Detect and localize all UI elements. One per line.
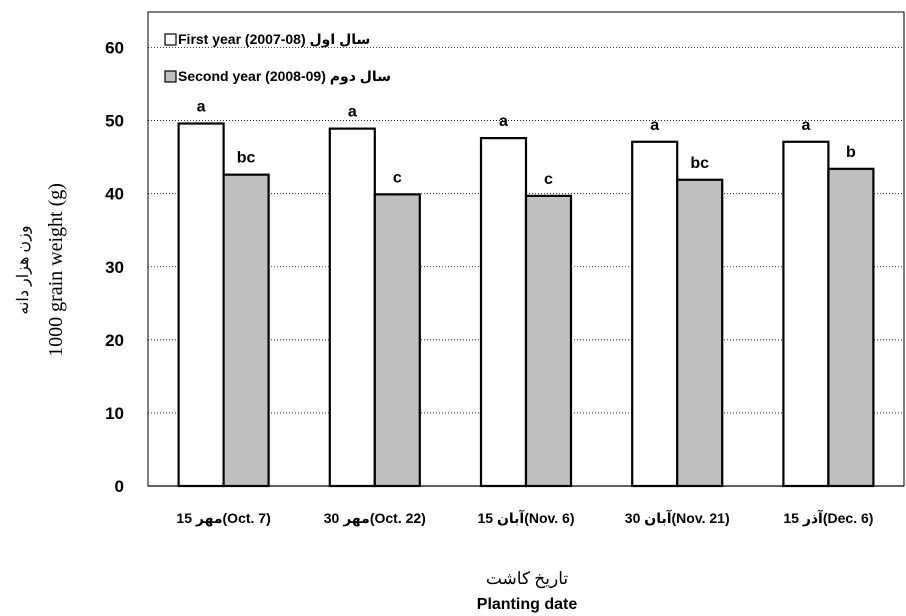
bar-second-year	[676, 178, 724, 488]
x-tick-label: 15 آذر(Dec. 6)	[783, 509, 873, 526]
bar-first-year	[177, 122, 225, 488]
bar-second-year	[524, 194, 573, 488]
x-tick-labels: 15 مهر(Oct. 7) 30 مهر(Oct. 22) 15 آبان(Nov…	[176, 509, 873, 527]
bars	[177, 122, 875, 488]
y-tick-labels: 0 10 20 30 40 50 60	[105, 39, 124, 497]
significance-letter: bc	[690, 155, 709, 172]
significance-letter: bc	[237, 150, 256, 167]
plot-frame	[147, 11, 905, 487]
x-tick-label: 30 آبان(Nov. 21)	[625, 509, 730, 526]
legend-label-first-year: First year (2007-08) سال اول	[178, 31, 370, 48]
bar-second-year	[373, 193, 421, 488]
y-tick-label: 20	[105, 331, 124, 350]
x-tick-label: 15 مهر(Oct. 7)	[176, 510, 270, 527]
bar-first-year	[782, 140, 830, 488]
legend-swatch-second-year	[164, 70, 177, 83]
significance-letter: a	[499, 113, 508, 130]
y-tick-label: 50	[105, 112, 124, 131]
x-tick-label: 30 مهر(Oct. 22)	[324, 510, 426, 527]
x-axis-label: Planting date	[477, 596, 578, 613]
bar-first-year	[328, 127, 376, 488]
x-axis-label-persian: تاریخ کاشت	[486, 569, 569, 589]
legend: First year (2007-08) سال اول Second year…	[164, 31, 391, 85]
significance-letter: c	[544, 171, 553, 188]
y-axis-label-persian: وزن هزار دانه	[15, 225, 32, 314]
y-tick-label: 10	[105, 404, 124, 423]
bar-first-year	[631, 140, 679, 488]
significance-letter: c	[393, 169, 402, 186]
legend-swatch-first-year	[164, 33, 177, 46]
y-axis-label: 1000 grain weight (g)	[45, 183, 67, 357]
significance-letter: a	[197, 99, 206, 116]
y-tick-label: 40	[105, 185, 124, 204]
bar-second-year	[827, 167, 875, 488]
bar-first-year	[479, 137, 528, 488]
bar-second-year	[222, 173, 270, 488]
significance-letter: a	[348, 104, 357, 121]
significance-letters: a bc a c a c a bc a b	[197, 99, 856, 188]
y-tick-label: 30	[105, 258, 124, 277]
significance-letter: b	[846, 144, 856, 161]
y-tick-label: 0	[115, 477, 124, 496]
legend-label-second-year: Second year (2008-09) سال دوم	[178, 68, 391, 85]
y-tick-label: 60	[105, 39, 124, 58]
x-tick-label: 15 آبان(Nov. 6)	[477, 509, 574, 526]
significance-letter: a	[650, 117, 659, 134]
significance-letter: a	[801, 117, 810, 134]
